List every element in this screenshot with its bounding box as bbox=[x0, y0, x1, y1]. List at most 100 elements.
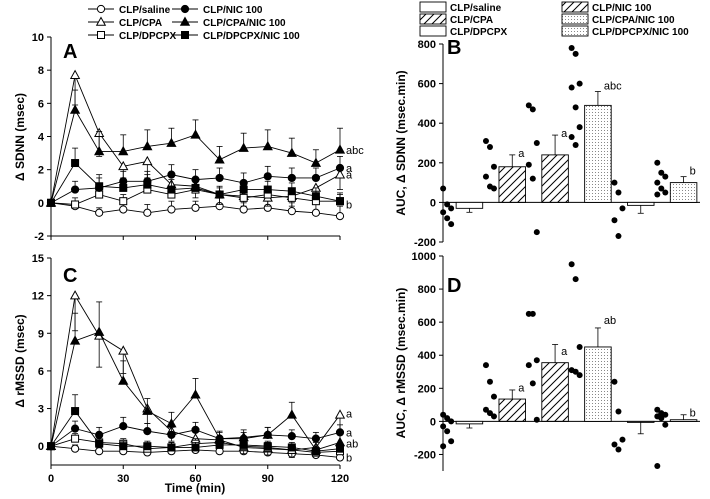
legend-marker bbox=[180, 4, 190, 14]
y-tick-label: 15 bbox=[32, 253, 44, 265]
data-point bbox=[119, 442, 128, 451]
data-point bbox=[167, 430, 176, 439]
annotation: a bbox=[518, 148, 525, 160]
individual-point bbox=[615, 408, 622, 415]
data-point bbox=[190, 389, 201, 399]
panel-a: -2 0 2 4 6 8 10 abc aa b bbox=[32, 32, 364, 243]
y-tick-label: 2 bbox=[38, 165, 44, 177]
annotation: ab bbox=[346, 439, 358, 451]
legend-label: CLP/CPA/NIC 100 bbox=[592, 15, 675, 26]
y-tick-label: 12 bbox=[32, 291, 44, 303]
individual-point bbox=[482, 406, 489, 413]
data-point bbox=[336, 444, 344, 453]
data-point bbox=[71, 159, 80, 168]
legend-swatch bbox=[561, 25, 589, 37]
data-point bbox=[214, 154, 225, 164]
individual-point bbox=[611, 441, 618, 448]
y-tick-label: 9 bbox=[38, 328, 44, 340]
series-clp-dpcpx-nic-100 bbox=[47, 147, 344, 207]
data-point bbox=[334, 144, 346, 154]
data-point bbox=[118, 345, 129, 355]
data-point bbox=[287, 443, 296, 452]
individual-point bbox=[440, 185, 447, 192]
individual-point bbox=[576, 124, 583, 131]
y-tick-label: 0 bbox=[430, 197, 436, 209]
legend-swatch bbox=[561, 13, 589, 25]
bar bbox=[541, 362, 569, 422]
annotation: b bbox=[690, 407, 696, 419]
data-point bbox=[311, 434, 321, 443]
data-point bbox=[311, 173, 321, 183]
individual-point bbox=[440, 209, 447, 216]
individual-point bbox=[568, 134, 575, 141]
individual-point bbox=[444, 415, 451, 422]
data-point bbox=[142, 140, 153, 151]
individual-point bbox=[654, 406, 661, 413]
y-tick-label: 600 bbox=[418, 317, 436, 329]
data-point bbox=[239, 185, 248, 194]
individual-point bbox=[533, 416, 540, 423]
panel-d: -200 0 200 400 600 800 1000 a a ab b bbox=[412, 251, 700, 471]
legend-label: CLP/NIC 100 bbox=[203, 5, 263, 16]
data-point bbox=[239, 193, 248, 202]
individual-point bbox=[440, 411, 447, 418]
individual-point bbox=[529, 175, 536, 182]
panel-label-c: C bbox=[63, 265, 77, 287]
individual-point bbox=[662, 411, 669, 418]
y-axis-title-b: AUC, Δ SDNN (msec.min) bbox=[394, 70, 408, 215]
data-point bbox=[95, 190, 104, 199]
legend-marker bbox=[97, 31, 105, 39]
individual-point bbox=[448, 221, 455, 228]
data-point bbox=[142, 155, 153, 166]
y-tick-label: 3 bbox=[38, 404, 44, 416]
data-point bbox=[69, 335, 81, 345]
annotation: a bbox=[346, 409, 353, 421]
data-point bbox=[143, 208, 152, 217]
annotation: b bbox=[346, 452, 352, 464]
data-point bbox=[119, 197, 128, 206]
y-axis-title-c: Δ rMSSD (msec) bbox=[13, 314, 27, 407]
y-tick-label: 0 bbox=[38, 198, 44, 210]
data-point bbox=[191, 203, 200, 212]
legend-marker bbox=[181, 31, 189, 39]
bar bbox=[455, 420, 484, 425]
data-point bbox=[143, 442, 152, 451]
data-point bbox=[69, 104, 81, 114]
annotation: a bbox=[346, 170, 353, 182]
data-point bbox=[215, 173, 224, 183]
data-point bbox=[143, 427, 152, 436]
y-tick-label: -2 bbox=[34, 231, 44, 243]
legend-label: CLP/CPA bbox=[450, 15, 493, 26]
data-point bbox=[262, 429, 273, 439]
legend-label: CLP/DPCPX bbox=[450, 27, 508, 38]
panel-label-d: D bbox=[447, 275, 461, 297]
y-tick-label: -200 bbox=[414, 237, 436, 249]
data-point bbox=[263, 185, 272, 194]
data-point bbox=[47, 442, 55, 451]
y-tick-label: 200 bbox=[418, 158, 436, 170]
data-point bbox=[286, 409, 297, 419]
data-point bbox=[287, 173, 296, 183]
data-point bbox=[119, 422, 128, 431]
data-point bbox=[119, 183, 128, 192]
data-point bbox=[287, 187, 296, 196]
bar bbox=[455, 201, 484, 209]
annotation: a bbox=[561, 346, 568, 358]
data-point bbox=[167, 185, 176, 194]
data-point bbox=[95, 208, 104, 217]
individual-point bbox=[444, 428, 451, 435]
legend-marker bbox=[179, 16, 191, 26]
individual-point bbox=[490, 185, 497, 192]
panel-label-a: A bbox=[63, 41, 77, 63]
legend-swatch bbox=[419, 1, 447, 13]
data-point bbox=[71, 200, 80, 209]
y-tick-label: 10 bbox=[32, 32, 44, 44]
individual-point bbox=[486, 143, 493, 150]
panel-label-b: B bbox=[447, 37, 461, 59]
y-tick-label: 1000 bbox=[412, 251, 436, 263]
data-point bbox=[335, 212, 345, 221]
x-tick-label: 30 bbox=[117, 473, 129, 485]
individual-point bbox=[533, 140, 540, 146]
data-point bbox=[335, 163, 345, 173]
